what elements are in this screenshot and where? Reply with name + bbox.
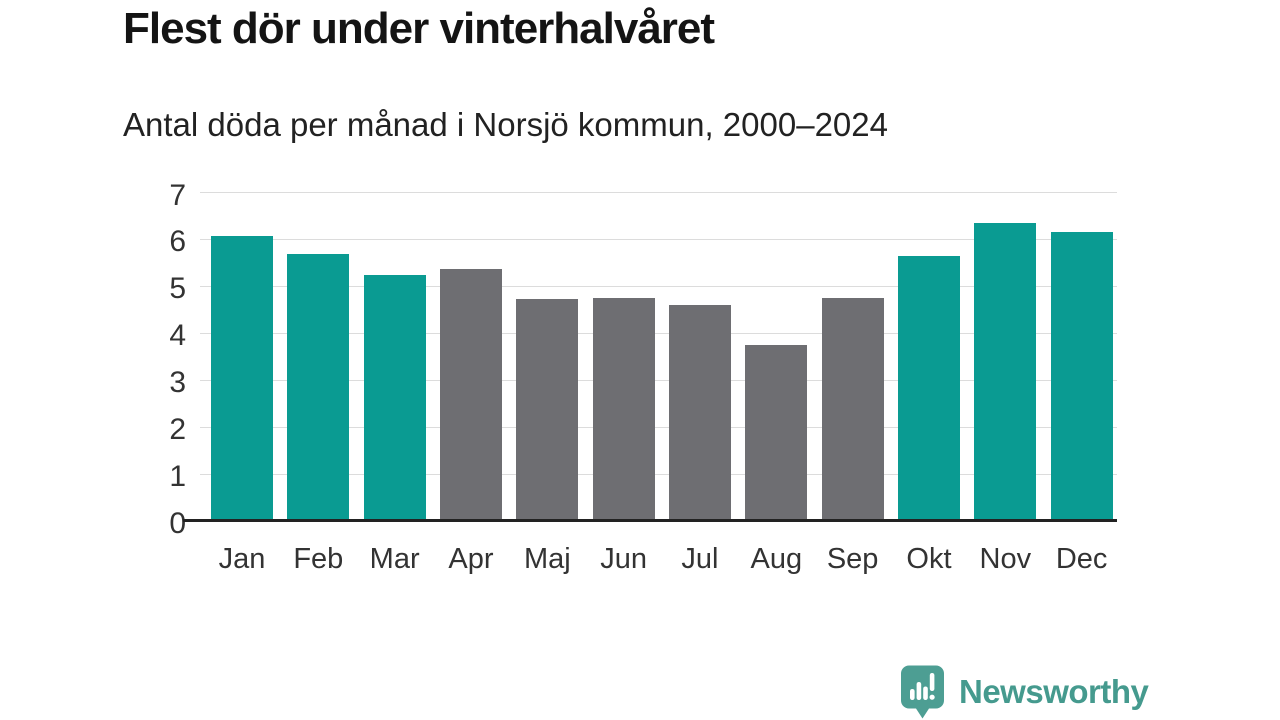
- bar-nov: [974, 222, 1037, 521]
- logo-mini-bar-2: [916, 682, 922, 700]
- chart-title: Flest dör under vinterhalvåret: [123, 4, 715, 53]
- bar-jan: [211, 235, 273, 521]
- bar-jul: [668, 305, 731, 521]
- brand-name: Newsworthy: [959, 673, 1149, 710]
- bar-sep: [821, 297, 884, 521]
- gridline-1: [200, 473, 1117, 475]
- gridline-4: [200, 332, 1117, 334]
- x-axis-tick-label: Feb: [293, 543, 344, 575]
- y-axis-tick-label: 2: [169, 413, 186, 447]
- plot-area: 0 1 2 3 4 5 6 7 Jan Feb Mar Apr Maj Jun Jul Aug Sep Okt No…: [169, 178, 1117, 575]
- logo-mini-bar-3: [923, 686, 928, 700]
- y-axis-tick-label: 7: [169, 178, 186, 212]
- gridline-5: [200, 285, 1117, 287]
- x-axis-tick-label: Nov: [979, 543, 1032, 575]
- bar-feb: [287, 254, 350, 521]
- y-axis-tick-label: 4: [169, 319, 186, 353]
- x-axis-tick-label: Maj: [523, 543, 571, 575]
- gridline-7: [200, 192, 1117, 193]
- gridline-3: [200, 379, 1117, 381]
- x-axis-tick-label: Sep: [826, 543, 879, 575]
- x-axis-tick-label: Mar: [369, 543, 420, 575]
- y-axis-tick-label: 3: [169, 366, 186, 400]
- chart-subtitle: Antal döda per månad i Norsjö kommun, 20…: [123, 106, 888, 143]
- x-axis-tick-label: Aug: [750, 543, 803, 575]
- y-axis-tick-label: 6: [169, 225, 186, 259]
- brand-footer: Newsworthy: [900, 665, 1149, 719]
- x-axis-tick-label: Okt: [906, 543, 952, 575]
- x-axis-tick-label: Apr: [448, 543, 494, 575]
- gridline-6: [200, 238, 1117, 240]
- bar-maj: [516, 299, 579, 521]
- newsworthy-speech-bubble-chart-icon: [901, 665, 944, 719]
- x-axis-tick-label: Jan: [218, 543, 266, 575]
- bar-jun: [592, 297, 655, 521]
- bar-mar: [363, 275, 426, 521]
- y-axis-tick-label: 1: [169, 460, 186, 494]
- y-axis-tick-label: 0: [169, 507, 186, 540]
- logo-exclamation-bar: [929, 673, 935, 691]
- bar-apr: [439, 269, 502, 521]
- x-axis-tick-label: Dec: [1055, 543, 1108, 575]
- x-axis-line: [183, 519, 1117, 522]
- y-axis-tick-label: 5: [169, 272, 186, 306]
- x-axis-tick-label: Jun: [600, 543, 648, 575]
- gridline-2: [200, 426, 1117, 428]
- bar-aug: [745, 344, 808, 521]
- logo-mini-bar-1: [910, 689, 915, 700]
- logo-exclamation-dot: [929, 694, 935, 700]
- bar-dec: [1050, 231, 1113, 521]
- x-axis-tick-label: Jul: [681, 543, 719, 575]
- bar-okt: [897, 256, 960, 521]
